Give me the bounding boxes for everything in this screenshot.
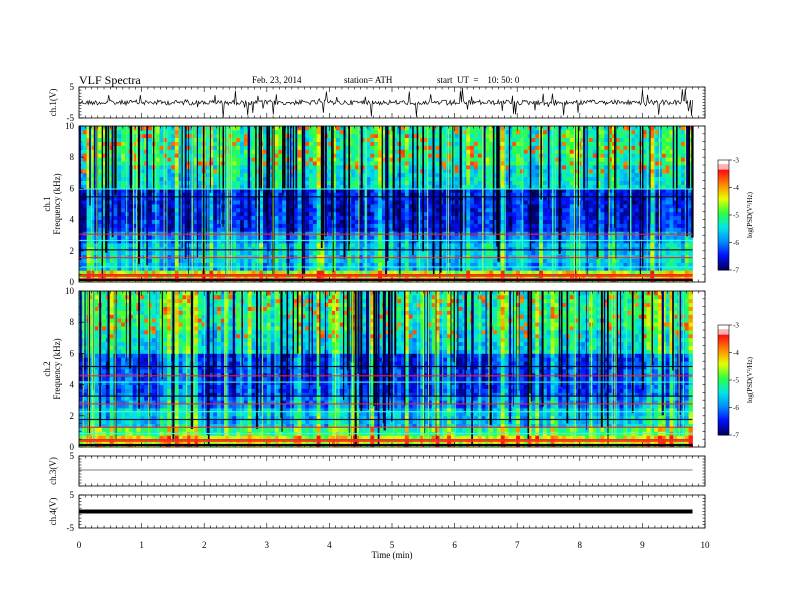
colorbar-tick-label: -7 bbox=[733, 267, 739, 275]
y-tick-label: 0 bbox=[70, 442, 75, 452]
ch2-spectrogram-image bbox=[79, 291, 693, 448]
y-tick-label: 5 bbox=[70, 82, 75, 92]
x-tick-label: 3 bbox=[265, 540, 270, 550]
ch1-spectrogram-y-label: Frequency (kHz) bbox=[52, 173, 62, 234]
ch2-spectrogram-y-label: ch.2 bbox=[42, 361, 52, 376]
colorbar-tick-label: -3 bbox=[733, 157, 739, 165]
ch2-spectrogram-y-label: Frequency (kHz) bbox=[52, 338, 62, 399]
x-tick-label: 8 bbox=[578, 540, 583, 550]
colorbar-tick-label: -7 bbox=[733, 432, 739, 440]
x-axis-title: Time (min) bbox=[372, 550, 413, 560]
ch1-colorbar bbox=[718, 160, 729, 271]
ch4-y-label: ch.4(V) bbox=[48, 498, 58, 526]
y-tick-label: 10 bbox=[65, 121, 75, 131]
x-tick-label: 7 bbox=[515, 540, 520, 550]
colorbar-tick-label: -6 bbox=[733, 239, 739, 247]
ch2-colorbar-label: log(PSD(V²/Hz) bbox=[746, 356, 754, 403]
y-tick-label: 2 bbox=[70, 246, 75, 256]
y-tick-label: 0 bbox=[70, 277, 75, 287]
x-tick-label: 0 bbox=[77, 540, 82, 550]
station-label: station= ATH bbox=[344, 75, 393, 85]
x-tick-label: 9 bbox=[640, 540, 645, 550]
chart-title: VLF Spectra bbox=[79, 73, 141, 87]
ch3-y-label: ch.3(V) bbox=[48, 457, 58, 485]
y-tick-label: -5 bbox=[67, 523, 75, 533]
ch1-spectrogram-image bbox=[79, 126, 694, 283]
x-tick-label: 6 bbox=[452, 540, 457, 550]
y-tick-label: 6 bbox=[70, 183, 75, 193]
colorbar-tick-label: -5 bbox=[733, 377, 739, 385]
ch1-colorbar-label: log(PSD(V²/Hz) bbox=[746, 191, 754, 238]
x-tick-label: 10 bbox=[701, 540, 711, 550]
y-tick-label: 4 bbox=[70, 215, 75, 225]
ch1-y-label: ch.1(V) bbox=[48, 89, 58, 117]
y-tick-label: 2 bbox=[70, 411, 75, 421]
colorbar-tick-label: -5 bbox=[733, 212, 739, 220]
ch4-waveform-line bbox=[79, 509, 693, 514]
colorbar-tick-label: -4 bbox=[733, 184, 739, 192]
y-tick-label: 5 bbox=[70, 451, 75, 461]
y-tick-label: 6 bbox=[70, 348, 75, 358]
colorbar-tick-label: -6 bbox=[733, 404, 739, 412]
y-tick-label: 8 bbox=[70, 317, 75, 327]
y-tick-label: 5 bbox=[70, 490, 75, 500]
y-tick-label: 10 bbox=[65, 286, 75, 296]
ch1-waveform-line bbox=[78, 87, 693, 118]
date-label: Feb. 23, 2014 bbox=[252, 75, 302, 85]
y-tick-label: -5 bbox=[67, 113, 75, 123]
y-tick-label: 8 bbox=[70, 152, 75, 162]
x-tick-label: 5 bbox=[390, 540, 395, 550]
ch1-spectrogram-y-label: ch.1 bbox=[42, 196, 52, 211]
start-time-label: start UT = 10: 50: 0 bbox=[437, 75, 520, 85]
ch2-colorbar bbox=[718, 325, 729, 436]
y-tick-label: 4 bbox=[70, 380, 75, 390]
x-tick-label: 2 bbox=[202, 540, 207, 550]
colorbar-tick-label: -3 bbox=[733, 322, 739, 330]
colorbar-tick-label: -4 bbox=[733, 349, 739, 357]
x-tick-label: 1 bbox=[139, 540, 144, 550]
x-tick-label: 4 bbox=[327, 540, 332, 550]
